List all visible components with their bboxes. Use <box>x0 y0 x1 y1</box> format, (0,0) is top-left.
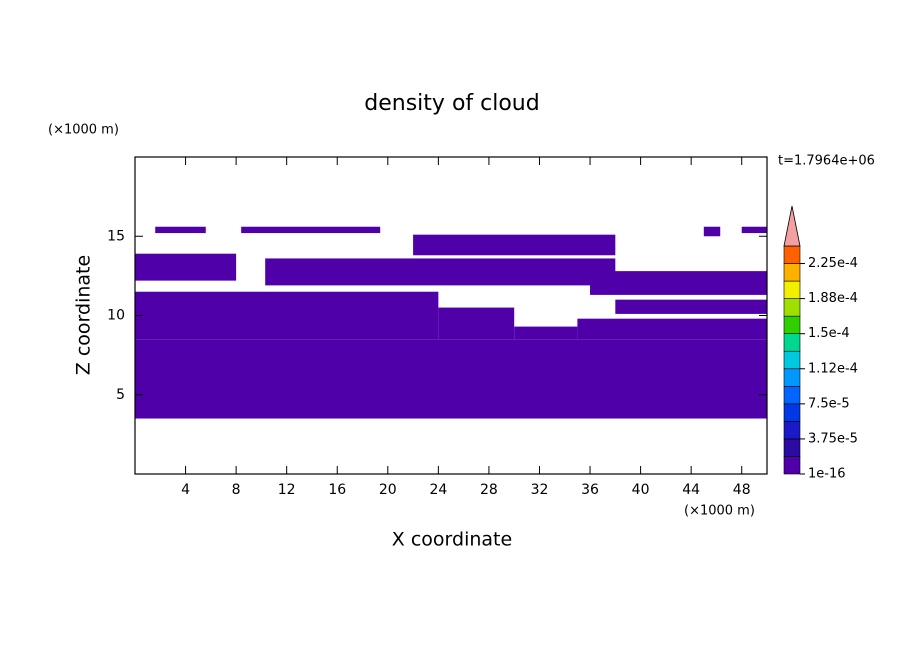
x-tick-label: 48 <box>733 482 751 498</box>
x-tick-label: 40 <box>632 482 650 498</box>
colorbar-label: 1.88e-4 <box>808 291 858 306</box>
x-tick-label: 12 <box>278 482 296 498</box>
y-axis-label: Z coordinate <box>73 255 95 375</box>
x-tick-label: 16 <box>328 482 346 498</box>
colorbar-box <box>783 386 801 405</box>
x-tick-label: 20 <box>379 482 397 498</box>
x-unit: (×1000 m) <box>684 504 755 519</box>
colorbar-box <box>783 368 801 387</box>
contour-fill <box>135 226 767 419</box>
x-axis-label: X coordinate <box>392 529 512 551</box>
cloud-region <box>741 226 767 234</box>
colorbar-box <box>783 350 801 370</box>
y-tick-label: 10 <box>107 308 125 324</box>
colorbar-label: 3.75e-5 <box>808 431 858 446</box>
cloud-region <box>577 318 767 340</box>
colorbar: 1e-16 3.75e-5 7.5e-5 1.12e-4 1.5e-4 1.88e-4 2.… <box>783 205 858 482</box>
colorbar-box <box>783 403 801 422</box>
colorbar-label: 1.5e-4 <box>808 326 850 341</box>
cloud-region <box>615 299 767 314</box>
colorbar-box <box>783 280 801 299</box>
x-tick-label: 32 <box>531 482 549 498</box>
colorbar-box <box>783 333 801 352</box>
cloud-region <box>155 226 206 234</box>
x-tick-label: 36 <box>581 482 599 498</box>
cloud-region <box>590 271 767 295</box>
cloud-region <box>438 307 515 340</box>
chart-title: density of cloud <box>364 91 539 116</box>
y-unit: (×1000 m) <box>48 123 119 138</box>
cloud-region <box>514 326 578 340</box>
x-tick-label: 8 <box>232 482 241 498</box>
colorbar-box <box>783 456 801 475</box>
colorbar-box <box>783 298 801 317</box>
cloud-region <box>265 258 616 286</box>
y-tick-label: 15 <box>107 228 125 244</box>
y-tick-label: 5 <box>116 387 125 403</box>
colorbar-box <box>783 421 801 440</box>
colorbar-box <box>783 315 801 334</box>
cloud-region <box>135 339 767 419</box>
time-label: t=1.7964e+06 <box>778 154 875 169</box>
colorbar-box <box>783 245 801 264</box>
colorbar-box <box>783 438 801 457</box>
x-tick-label: 44 <box>682 482 700 498</box>
cloud-region <box>135 291 439 340</box>
cloud-region <box>413 234 616 256</box>
cloud-region <box>703 226 721 237</box>
cloud-region <box>135 253 237 281</box>
colorbar-label: 1e-16 <box>808 467 846 482</box>
colorbar-label: 7.5e-5 <box>808 396 850 411</box>
colorbar-label: 1.12e-4 <box>808 361 858 376</box>
colorbar-extend <box>783 205 801 247</box>
cloud-region <box>241 226 381 234</box>
x-tick-label: 4 <box>181 482 190 498</box>
colorbar-label: 2.25e-4 <box>808 256 858 271</box>
colorbar-box <box>783 263 801 282</box>
x-tick-label: 28 <box>480 482 498 498</box>
x-tick-label: 24 <box>429 482 447 498</box>
